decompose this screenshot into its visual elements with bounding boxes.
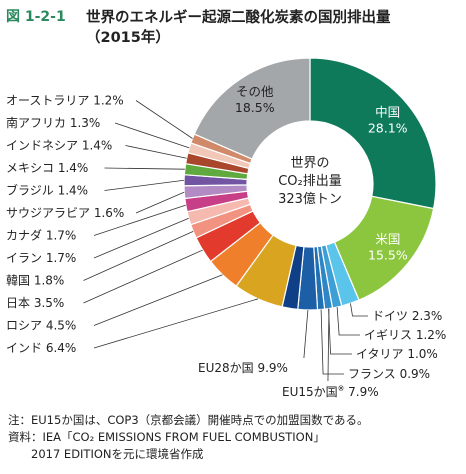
label-20-name: その他 — [236, 84, 274, 99]
footnotes: 注：EU15か国は、COP3（京都会議）開催時点での加盟国数である。 資料：IE… — [8, 412, 369, 463]
center-line-0: 世界の — [290, 156, 329, 171]
leader-2 — [350, 303, 368, 317]
label-18: 南アフリカ 1.3% — [6, 115, 100, 130]
label-0-value: 28.1% — [368, 120, 408, 135]
figure-header: 図 1-2-1 世界のエネルギー起源二酸化炭素の国別排出量 （2015年） — [0, 0, 466, 52]
leader-lines — [83, 100, 368, 382]
group-label-eu28: EU28か国 9.9% — [198, 361, 288, 375]
label-19: オーストラリア 1.2% — [6, 94, 124, 108]
label-5: フランス 0.9% — [348, 367, 430, 381]
label-2: ドイツ 2.3% — [372, 309, 442, 323]
leader-13 — [93, 204, 186, 236]
label-17: インドネシア 1.4% — [6, 139, 112, 153]
label-4: イタリア 1.0% — [356, 347, 438, 361]
leader-18 — [114, 122, 190, 149]
label-3: イギリス 1.2% — [364, 328, 446, 342]
center-line-2: 323億トン — [278, 191, 342, 207]
leader-12 — [93, 217, 189, 259]
leader-15 — [104, 179, 185, 191]
donut-slices — [183, 57, 437, 311]
source-line: 資料：IEA「CO₂ EMISSIONS FROM FUEL COMBUSTIO… — [8, 430, 325, 444]
label-13: カナダ 1.7% — [6, 228, 76, 243]
center-label: 世界の CO₂排出量 323億トン — [278, 156, 342, 207]
leader-19 — [135, 100, 193, 139]
label-11: 韓国 1.8% — [6, 274, 64, 288]
label-0-name: 中国 — [375, 104, 400, 119]
label-1-name: 米国 — [375, 232, 400, 247]
label-14: サウジアラビア 1.6% — [6, 206, 124, 220]
label-9: ロシア 4.5% — [6, 319, 76, 333]
leader-14 — [135, 191, 185, 214]
group-label-eu15-name: EU15か国※ 7.9% — [282, 384, 379, 399]
source-line-cont: 2017 EDITIONを元に環境省作成 — [8, 447, 204, 461]
leader-17 — [125, 145, 187, 159]
figure-number: 図 1-2-1 — [6, 9, 66, 25]
label-16: メキシコ 1.4% — [6, 161, 88, 175]
leader-8 — [93, 298, 259, 349]
label-15: ブラジル 1.4% — [6, 183, 88, 198]
leader-5 — [320, 309, 344, 375]
figure-subtitle: （2015年） — [86, 30, 170, 46]
label-20-value: 18.5% — [235, 100, 275, 115]
label-8: インド 6.4% — [6, 341, 76, 355]
leader-eu28 — [303, 309, 309, 359]
slice-20 — [193, 57, 311, 160]
leader-9 — [93, 274, 223, 326]
label-10: 日本 3.5% — [6, 296, 64, 310]
leader-eu15 — [327, 308, 330, 382]
slice-0 — [309, 57, 437, 210]
figure-title: 世界のエネルギー起源二酸化炭素の国別排出量 — [86, 10, 391, 26]
leader-3 — [336, 307, 360, 336]
label-1-value: 15.5% — [368, 248, 408, 263]
leader-4 — [328, 308, 352, 355]
leader-16 — [104, 167, 185, 170]
center-line-1: CO₂排出量 — [278, 174, 342, 189]
note-line: 注：EU15か国は、COP3（京都会議）開催時点での加盟国数である。 — [8, 413, 369, 427]
label-12: イラン 1.7% — [6, 251, 76, 265]
leader-10 — [83, 249, 203, 304]
leader-11 — [83, 230, 194, 281]
